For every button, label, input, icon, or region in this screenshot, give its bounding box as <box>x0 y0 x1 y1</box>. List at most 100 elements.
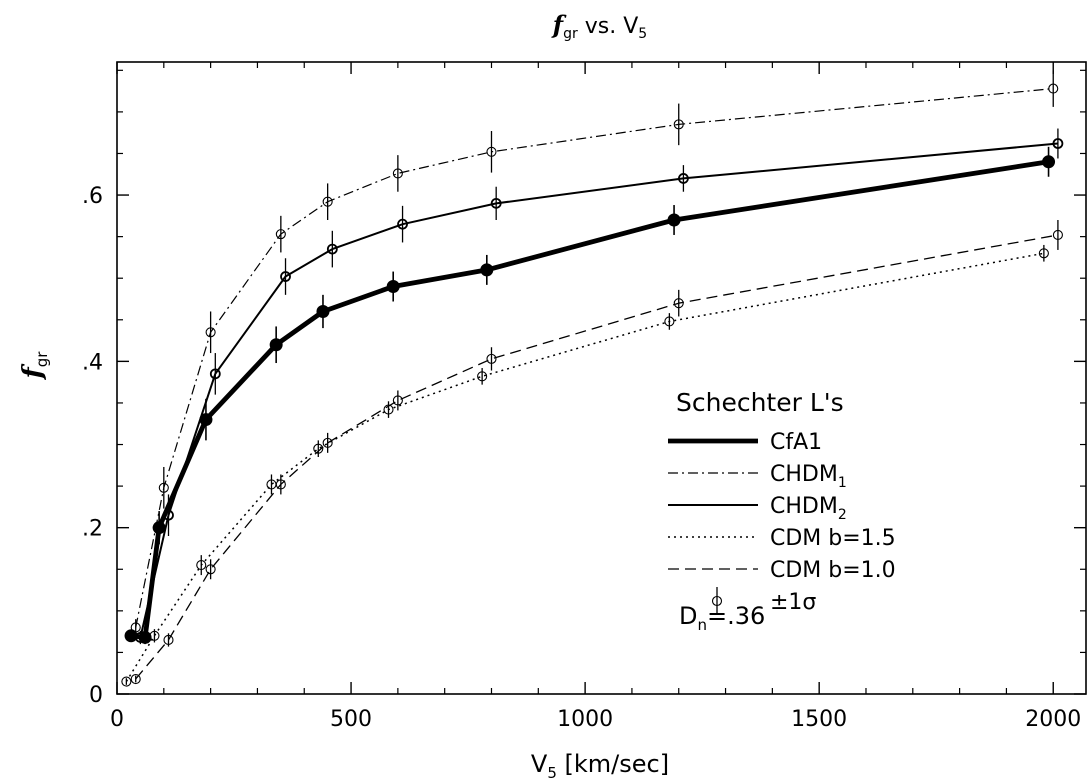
data-point <box>326 243 338 255</box>
legend-label: CHDM1 <box>770 462 847 491</box>
data-point <box>163 509 174 521</box>
data-point <box>149 630 160 641</box>
y-axis-label-main: f <box>18 363 48 380</box>
data-point <box>477 371 488 382</box>
data-point <box>1042 155 1056 169</box>
legend-entry: CDM b=1.5 <box>668 526 896 551</box>
legend-note-sub: n <box>697 616 707 634</box>
x-axis-label-rest: [km/sec] <box>557 750 669 778</box>
x-tick-label: 0 <box>110 707 124 732</box>
series-2 <box>135 128 1064 645</box>
series-4 <box>130 220 1063 685</box>
x-axis-label-sub: 5 <box>547 764 557 781</box>
data-point <box>275 479 286 490</box>
y-axis-label: fgr <box>18 351 51 381</box>
data-point <box>316 304 330 318</box>
data-point <box>205 327 216 338</box>
y-tick-label: 0 <box>89 683 103 708</box>
x-tick-label: 500 <box>330 707 372 732</box>
data-point <box>383 404 394 415</box>
series-0 <box>124 146 1056 645</box>
data-point <box>209 368 221 380</box>
data-point <box>486 146 497 157</box>
chart-title-main: f <box>551 10 567 39</box>
chart-title: fgr vs. V5 <box>551 10 647 42</box>
legend-label-text: CHDM <box>770 494 838 519</box>
legend-note-main: D <box>679 602 697 630</box>
chart-title-rest-sub: 5 <box>638 26 647 42</box>
data-point <box>667 213 681 227</box>
data-point <box>490 197 502 209</box>
data-point <box>322 437 333 448</box>
y-axis-label-sub: gr <box>33 351 51 368</box>
legend-title: Schechter L's <box>676 388 844 417</box>
legend-entry: CHDM1 <box>668 462 847 491</box>
data-point <box>480 263 494 277</box>
plot-frame <box>116 61 1087 695</box>
data-point <box>196 560 207 571</box>
series-line <box>135 88 1054 628</box>
legend-label: CDM b=1.0 <box>770 558 896 583</box>
y-tick-label: .2 <box>82 517 103 542</box>
legend-note-rest: =.36 <box>707 602 765 630</box>
legend-note: Dn=.36 <box>679 602 765 634</box>
data-point <box>124 629 138 643</box>
legend-entry: ±1σ <box>711 587 816 615</box>
data-point <box>664 316 675 327</box>
legend-label-text: ±1σ <box>770 590 816 615</box>
data-point <box>1052 229 1063 241</box>
data-point <box>673 298 684 309</box>
legend-label: CfA1 <box>770 430 822 455</box>
x-tick-label: 1000 <box>557 707 613 732</box>
legend-label: CHDM2 <box>770 494 847 523</box>
data-point <box>135 632 146 643</box>
x-axis-label: V5 [km/sec] <box>531 750 669 781</box>
legend-label-sub: 2 <box>838 507 847 523</box>
data-point <box>1048 83 1059 94</box>
data-point <box>1038 248 1049 259</box>
legend-label-text: CDM b=1.0 <box>770 558 896 583</box>
data-point <box>130 622 141 633</box>
data-point <box>392 168 403 179</box>
data-point <box>322 196 333 207</box>
data-point <box>199 413 213 427</box>
data-point <box>678 173 689 184</box>
series-1 <box>130 70 1059 636</box>
legend-entry: CDM b=1.0 <box>668 558 896 583</box>
legend-label-sub: 1 <box>838 475 847 491</box>
data-point <box>313 443 324 454</box>
data-point <box>280 271 291 282</box>
data-point <box>205 564 216 575</box>
series-3 <box>121 244 1049 687</box>
data-point <box>275 229 286 240</box>
series-line <box>125 252 1045 682</box>
legend-label-text: CDM b=1.5 <box>770 526 896 551</box>
data-point <box>158 482 169 493</box>
data-point <box>269 338 283 352</box>
series-line <box>130 159 1049 640</box>
data-point <box>163 634 174 645</box>
legend-label: CDM b=1.5 <box>770 526 896 551</box>
data-point <box>392 395 403 406</box>
series-line <box>135 234 1059 680</box>
legend-entry: CfA1 <box>668 430 822 455</box>
legend-label: ±1σ <box>770 590 816 615</box>
data-point <box>673 119 684 130</box>
x-tick-label: 1500 <box>791 707 847 732</box>
legend-entry: CHDM2 <box>668 494 847 523</box>
legend-label-text: CfA1 <box>770 430 822 455</box>
data-point <box>121 676 132 687</box>
x-tick-label: 2000 <box>1025 707 1081 732</box>
data-point <box>397 218 408 230</box>
y-tick-label: .6 <box>82 184 103 209</box>
data-point <box>130 673 141 685</box>
legend-marker <box>711 595 723 607</box>
legend-label-text: CHDM <box>770 462 838 487</box>
data-point <box>486 353 497 364</box>
series-line <box>139 142 1058 638</box>
axis-ticks: 0 500 1000 1500 2000 0 .2 .4 .6 <box>82 62 1086 732</box>
y-tick-label: .4 <box>82 350 103 375</box>
